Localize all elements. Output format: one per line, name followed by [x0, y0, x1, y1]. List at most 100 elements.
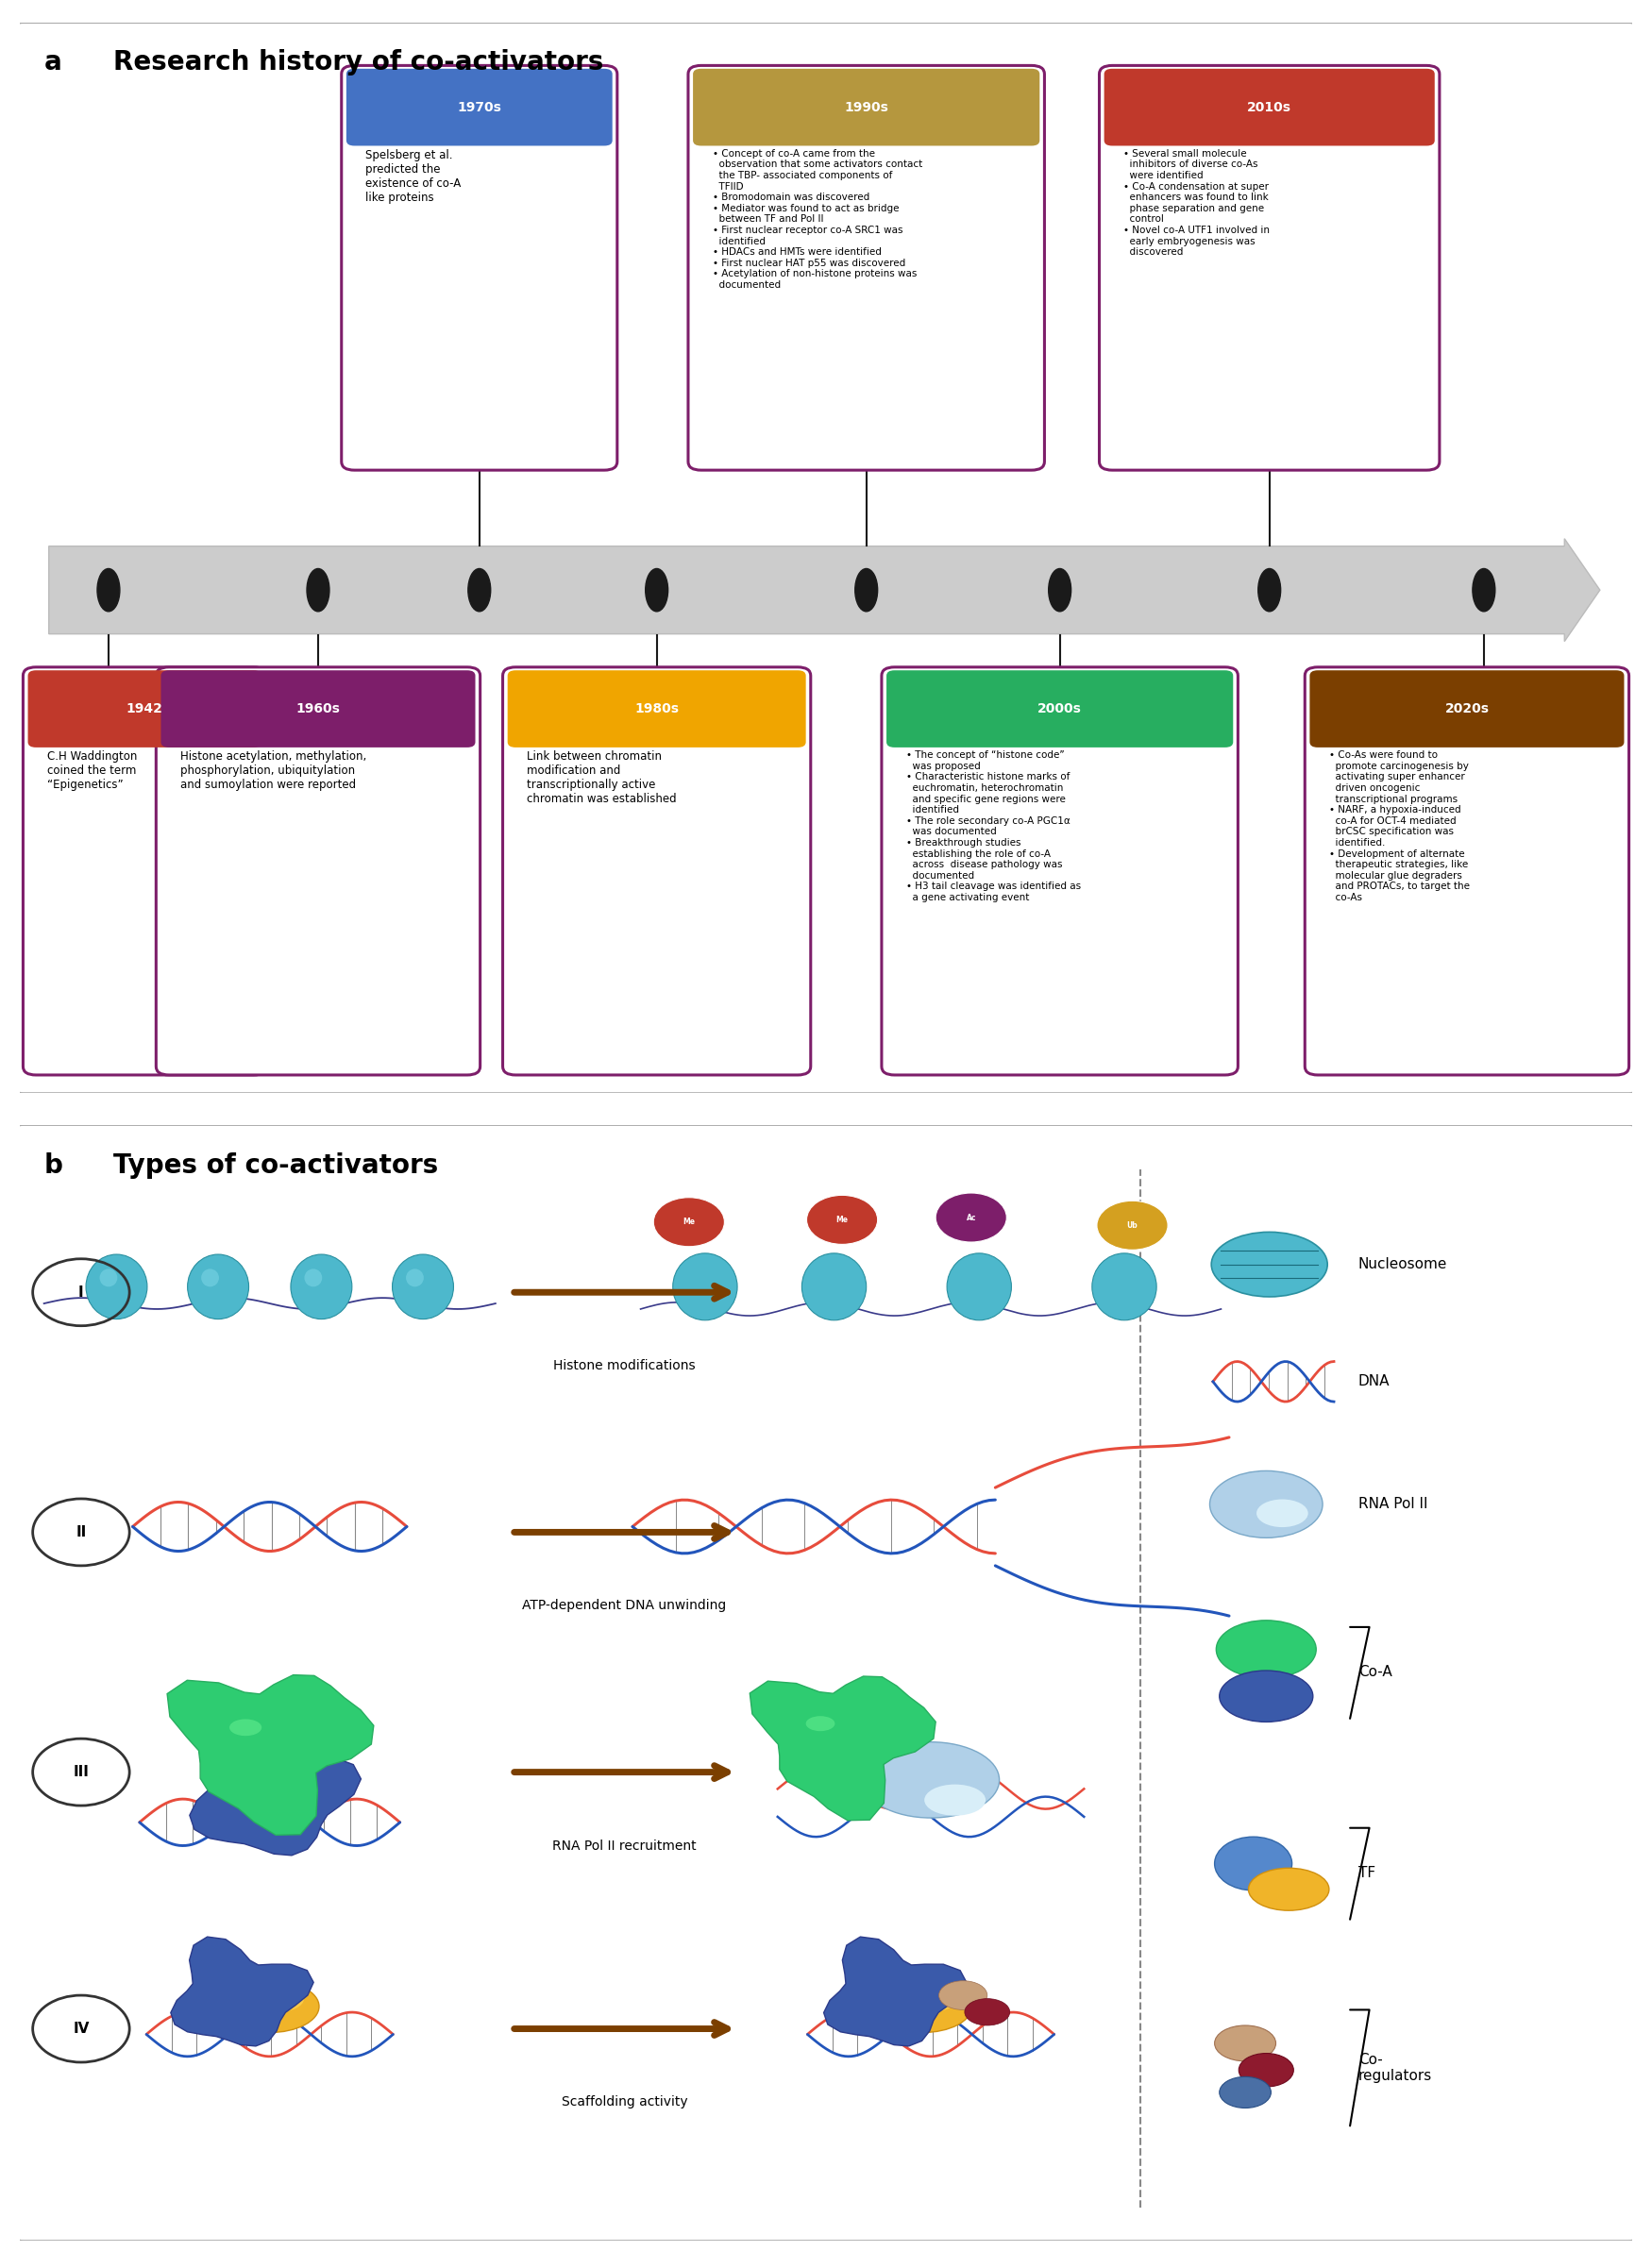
Text: C.H Waddington
coined the term
“Epigenetics”: C.H Waddington coined the term “Epigenet…	[48, 751, 137, 792]
Ellipse shape	[1259, 569, 1280, 612]
FancyBboxPatch shape	[23, 667, 266, 1075]
Ellipse shape	[99, 1268, 117, 1286]
Text: • Co-As were found to
  promote carcinogenesis by
  activating super enhancer
  : • Co-As were found to promote carcinogen…	[1330, 751, 1470, 903]
FancyBboxPatch shape	[887, 671, 1232, 748]
Ellipse shape	[902, 1984, 957, 2012]
Ellipse shape	[1219, 2077, 1270, 2107]
Text: I: I	[78, 1286, 84, 1300]
Text: II: II	[76, 1524, 86, 1540]
Ellipse shape	[1209, 1472, 1323, 1538]
Ellipse shape	[1211, 1232, 1328, 1297]
Ellipse shape	[1239, 2053, 1294, 2087]
FancyBboxPatch shape	[15, 1125, 1637, 2241]
Ellipse shape	[672, 1254, 737, 1320]
Ellipse shape	[862, 1742, 999, 1819]
Ellipse shape	[801, 1254, 866, 1320]
Ellipse shape	[86, 1254, 147, 1320]
FancyBboxPatch shape	[155, 667, 481, 1075]
Text: 1990s: 1990s	[844, 100, 889, 113]
FancyBboxPatch shape	[507, 671, 806, 748]
Ellipse shape	[304, 1268, 322, 1286]
Text: RNA Pol II: RNA Pol II	[1358, 1497, 1427, 1510]
Ellipse shape	[202, 1268, 220, 1286]
Polygon shape	[170, 1937, 314, 2046]
Ellipse shape	[925, 1785, 986, 1817]
Text: Spelsberg et al.
predicted the
existence of co-A
like proteins: Spelsberg et al. predicted the existence…	[365, 150, 461, 204]
Text: Nucleosome: Nucleosome	[1358, 1256, 1447, 1272]
Ellipse shape	[965, 1998, 1009, 2025]
Text: Research history of co-activators: Research history of co-activators	[114, 50, 603, 75]
Text: • The concept of “histone code”
  was proposed
• Characteristic histone marks of: • The concept of “histone code” was prop…	[905, 751, 1080, 903]
Polygon shape	[190, 1724, 362, 1855]
Text: Histone modifications: Histone modifications	[553, 1359, 695, 1372]
Ellipse shape	[188, 1254, 249, 1320]
Ellipse shape	[392, 1254, 454, 1320]
Text: 1942: 1942	[127, 703, 164, 714]
FancyBboxPatch shape	[1305, 667, 1629, 1075]
Ellipse shape	[1214, 1837, 1292, 1892]
Text: 1980s: 1980s	[634, 703, 679, 714]
Ellipse shape	[220, 1980, 319, 2032]
Text: IV: IV	[73, 2021, 89, 2037]
Text: • Concept of co-A came from the
  observation that some activators contact
  the: • Concept of co-A came from the observat…	[712, 150, 922, 290]
Polygon shape	[750, 1676, 935, 1821]
Ellipse shape	[1092, 1254, 1156, 1320]
Text: Link between chromatin
modification and
transcriptionally active
chromatin was e: Link between chromatin modification and …	[527, 751, 677, 805]
Text: 1970s: 1970s	[458, 100, 502, 113]
Ellipse shape	[406, 1268, 423, 1286]
Ellipse shape	[1472, 569, 1495, 612]
Ellipse shape	[291, 1254, 352, 1320]
Ellipse shape	[1219, 1672, 1313, 1721]
Text: Ub: Ub	[1127, 1220, 1138, 1229]
Text: 2010s: 2010s	[1247, 100, 1292, 113]
Ellipse shape	[97, 569, 121, 612]
Text: III: III	[73, 1765, 89, 1778]
Text: Types of co-activators: Types of co-activators	[114, 1152, 438, 1179]
Text: 1960s: 1960s	[296, 703, 340, 714]
Text: Me: Me	[682, 1218, 695, 1227]
FancyBboxPatch shape	[882, 667, 1237, 1075]
Text: ATP-dependent DNA unwinding: ATP-dependent DNA unwinding	[522, 1599, 727, 1613]
Ellipse shape	[307, 569, 329, 612]
FancyBboxPatch shape	[689, 66, 1044, 469]
Ellipse shape	[249, 1984, 304, 2012]
Text: a: a	[45, 50, 61, 75]
Text: Histone acetylation, methylation,
phosphorylation, ubiquitylation
and sumoylatio: Histone acetylation, methylation, phosph…	[180, 751, 367, 792]
FancyBboxPatch shape	[160, 671, 476, 748]
Ellipse shape	[1249, 1869, 1330, 1910]
Text: 2020s: 2020s	[1446, 703, 1488, 714]
Ellipse shape	[1049, 569, 1070, 612]
Text: TF: TF	[1358, 1867, 1374, 1880]
Ellipse shape	[874, 1980, 971, 2032]
Circle shape	[1097, 1200, 1168, 1250]
Text: 2000s: 2000s	[1037, 703, 1082, 714]
Ellipse shape	[1257, 1499, 1308, 1526]
FancyBboxPatch shape	[502, 667, 811, 1075]
Text: b: b	[45, 1152, 63, 1179]
Circle shape	[935, 1193, 1006, 1243]
Text: DNA: DNA	[1358, 1374, 1389, 1388]
Ellipse shape	[856, 569, 877, 612]
Text: Co-
regulators: Co- regulators	[1358, 2053, 1432, 2082]
FancyBboxPatch shape	[1099, 66, 1439, 469]
Ellipse shape	[646, 569, 667, 612]
Ellipse shape	[230, 1719, 261, 1735]
Polygon shape	[167, 1674, 373, 1835]
Text: Scaffolding activity: Scaffolding activity	[562, 2096, 687, 2109]
FancyBboxPatch shape	[1310, 671, 1624, 748]
FancyArrow shape	[50, 540, 1599, 642]
Ellipse shape	[947, 1254, 1011, 1320]
Ellipse shape	[1214, 2025, 1275, 2062]
Text: RNA Pol II recruitment: RNA Pol II recruitment	[552, 1839, 697, 1853]
Text: Me: Me	[836, 1216, 847, 1225]
Text: Ac: Ac	[966, 1213, 976, 1222]
FancyBboxPatch shape	[28, 671, 261, 748]
Ellipse shape	[938, 1980, 988, 2009]
Ellipse shape	[468, 569, 491, 612]
Text: Co-A: Co-A	[1358, 1665, 1393, 1678]
Polygon shape	[824, 1937, 966, 2046]
FancyBboxPatch shape	[15, 23, 1637, 1093]
FancyBboxPatch shape	[347, 68, 613, 145]
Ellipse shape	[806, 1717, 834, 1730]
FancyBboxPatch shape	[1104, 68, 1434, 145]
